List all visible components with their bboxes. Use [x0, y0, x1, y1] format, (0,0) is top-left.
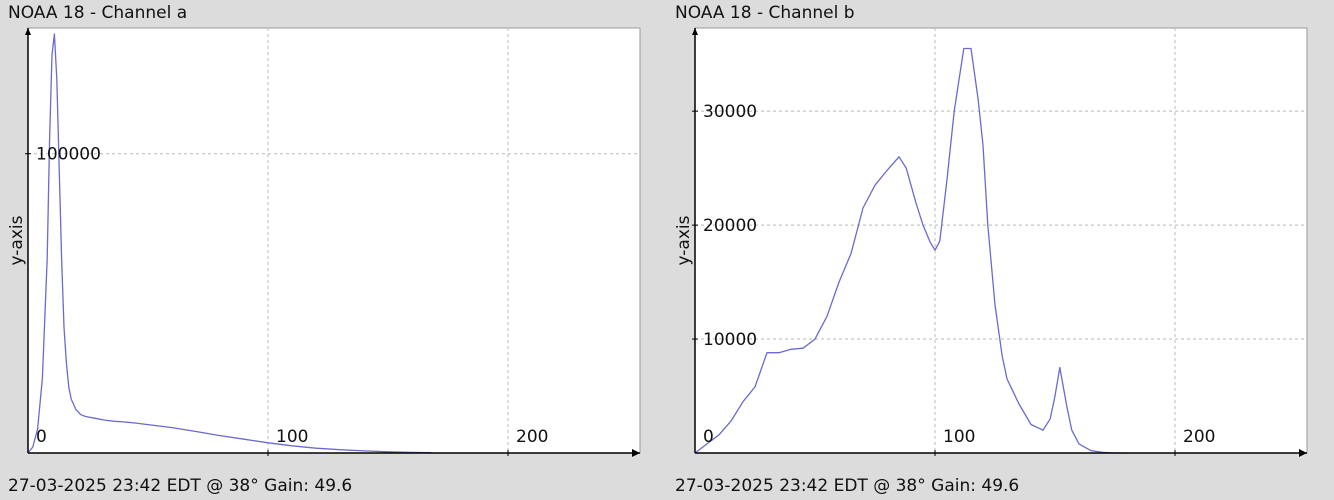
- chart-svg-channel-b: 0 100 200 10000 20000 30000 y-axis: [674, 27, 1308, 457]
- timestamp-footer: 27-03-2025 23:42 EDT @ 38° Gain: 49.6: [8, 476, 353, 496]
- plot-area: [27, 27, 641, 454]
- chart-panel-channel-b: NOAA 18 - Channel b 0 100 200 10000 20000 300…: [667, 0, 1334, 500]
- y-tick-label: 20000: [703, 216, 757, 236]
- y-tick-label: 10000: [703, 330, 757, 350]
- x-tick-label: 0: [36, 427, 47, 447]
- y-axis-arrow: [25, 28, 31, 35]
- y-tick-label: 100000: [36, 145, 101, 165]
- y-axis-arrow: [692, 28, 698, 35]
- data-line: [27, 33, 432, 454]
- x-axis-arrow: [1299, 449, 1307, 457]
- timestamp-footer: 27-03-2025 23:42 EDT @ 38° Gain: 49.6: [675, 476, 1020, 496]
- x-tick-label: 0: [703, 427, 714, 447]
- plot-area: [694, 27, 1308, 454]
- x-tick-label: 200: [516, 427, 548, 447]
- chart-svg-channel-a: 0 100 200 100000 y-axis: [7, 27, 641, 457]
- chart-title: NOAA 18 - Channel b: [675, 3, 855, 23]
- y-axis-title: y-axis: [674, 215, 694, 265]
- x-tick-label: 100: [276, 427, 308, 447]
- x-tick-label: 200: [1183, 427, 1215, 447]
- x-axis-arrow: [632, 449, 640, 457]
- chart-panel-channel-a: NOAA 18 - Channel a 0 100 200 100000 y-axis …: [7, 3, 641, 496]
- y-tick-label: 30000: [703, 102, 757, 122]
- x-tick-label: 100: [943, 427, 975, 447]
- data-line: [694, 47, 1127, 454]
- y-axis-title: y-axis: [7, 215, 27, 265]
- chart-title: NOAA 18 - Channel a: [8, 3, 188, 23]
